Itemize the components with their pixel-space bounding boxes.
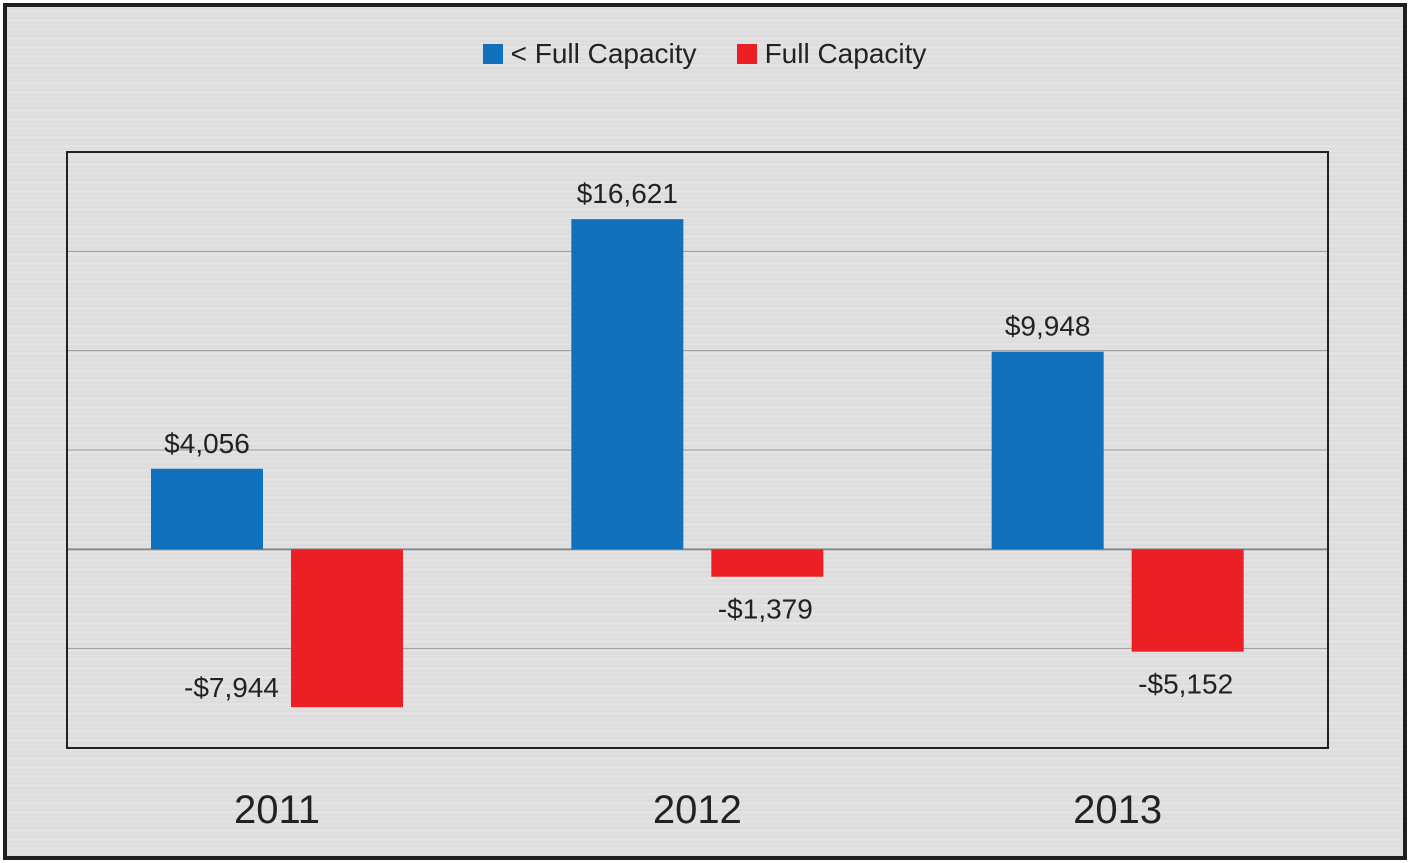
legend-item-below-full-capacity: < Full Capacity bbox=[482, 38, 697, 70]
plot-area-border bbox=[66, 151, 1329, 749]
data-label: -$5,152 bbox=[1138, 669, 1233, 700]
category-label: 2012 bbox=[653, 788, 742, 832]
legend-swatch-red bbox=[736, 44, 757, 64]
bar-below-full-capacity-2011 bbox=[151, 468, 263, 550]
data-label: $4,056 bbox=[164, 428, 250, 459]
legend-label: < Full Capacity bbox=[510, 38, 697, 69]
bar-full-capacity-2013 bbox=[1131, 549, 1244, 652]
data-label: $16,621 bbox=[577, 178, 678, 209]
data-label: -$7,944 bbox=[184, 672, 279, 703]
data-label: -$1,379 bbox=[718, 594, 813, 625]
chart-frame bbox=[3, 3, 1407, 860]
legend-swatch-blue bbox=[482, 44, 503, 64]
category-label: 2011 bbox=[234, 788, 320, 832]
bar-below-full-capacity-2012 bbox=[571, 219, 684, 550]
legend-item-full-capacity: Full Capacity bbox=[736, 38, 927, 70]
legend-label: Full Capacity bbox=[764, 38, 927, 69]
data-label: $9,948 bbox=[1005, 311, 1091, 342]
category-label: 2013 bbox=[1073, 788, 1162, 832]
legend: < Full Capacity Full Capacity bbox=[0, 38, 1409, 70]
bar-full-capacity-2011 bbox=[291, 549, 403, 708]
bar-below-full-capacity-2013 bbox=[991, 351, 1104, 550]
bar-full-capacity-2012 bbox=[711, 549, 824, 577]
